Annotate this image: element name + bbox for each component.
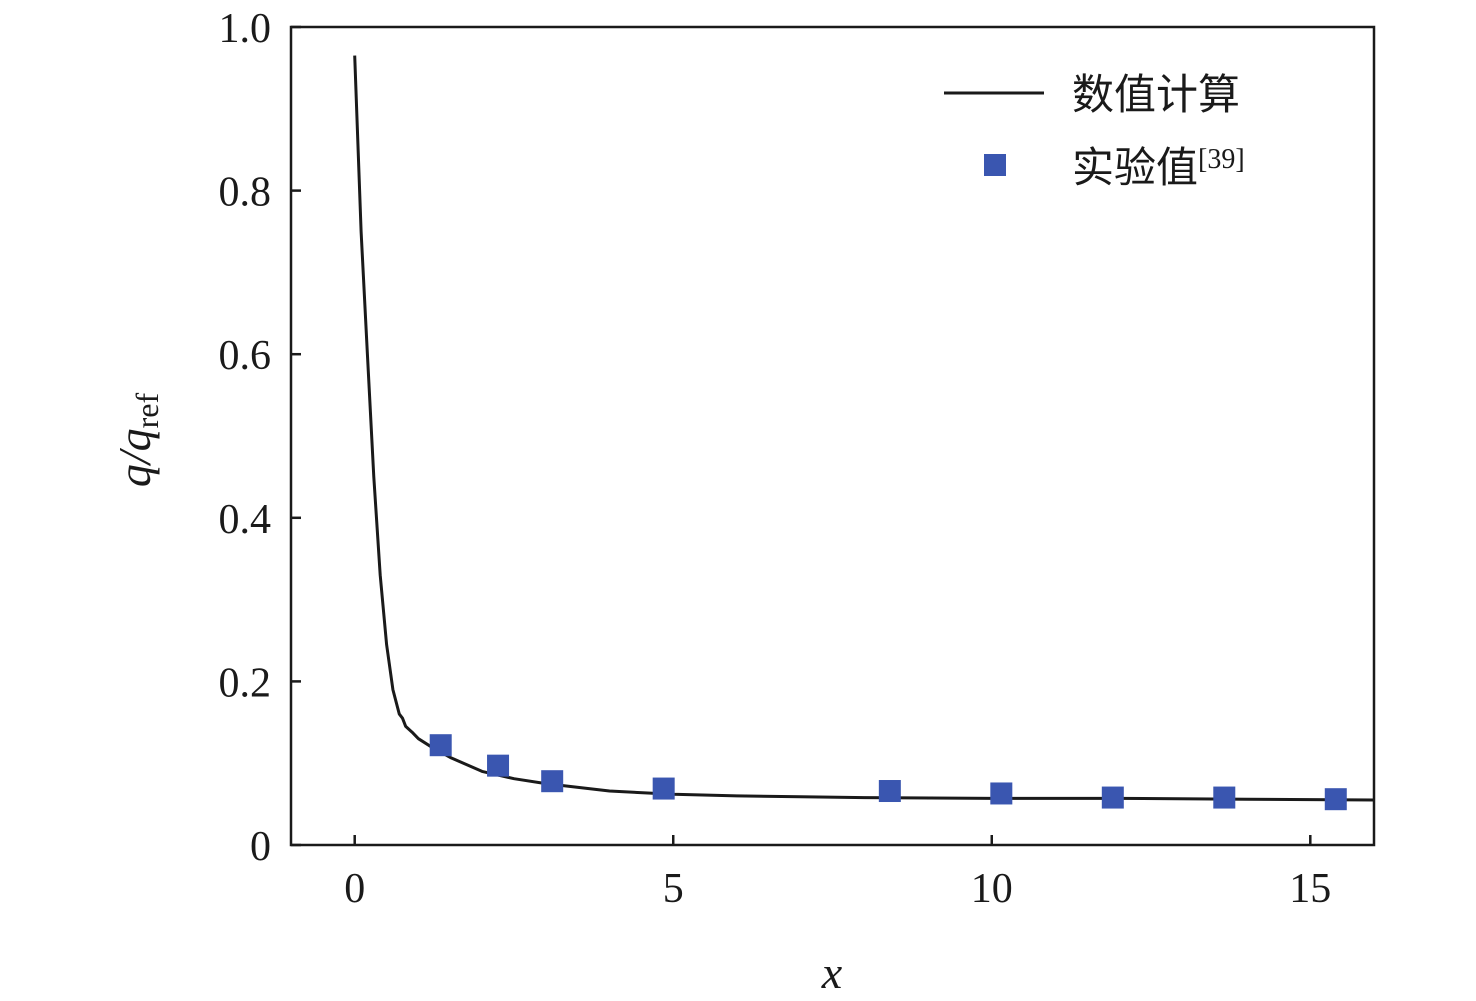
y-axis-label-sub: ref <box>129 393 165 429</box>
legend-label-experimental-text: 实验值 <box>1072 143 1198 192</box>
legend-label-experimental-ref: [39] <box>1198 144 1245 175</box>
data-point-experimental <box>487 754 510 777</box>
plot-area: 0 0.2 0.4 0.6 0.8 1.0 0 5 10 15 <box>219 6 1376 912</box>
data-point-experimental <box>990 782 1013 805</box>
legend-label-experimental: 实验值[39] <box>1072 143 1245 192</box>
legend-square-swatch <box>984 154 1006 176</box>
data-point-experimental <box>541 770 564 793</box>
data-point-experimental <box>652 777 675 800</box>
y-tick-label: 1.0 <box>219 6 272 52</box>
plot-frame <box>289 25 1376 847</box>
data-point-experimental <box>429 734 452 757</box>
y-tick-label: 0.4 <box>219 497 272 543</box>
legend-label-numerical: 数值计算 <box>1072 70 1240 119</box>
y-axis-label: q/qref <box>109 393 165 488</box>
x-tick-label: 10 <box>971 866 1013 912</box>
y-axis-label-main: q/q <box>109 428 160 487</box>
x-tick-label: 15 <box>1289 866 1331 912</box>
y-tick-label: 0.8 <box>219 170 272 216</box>
x-tick-label: 0 <box>344 866 365 912</box>
y-tick-label: 0.6 <box>219 333 272 379</box>
y-tick-label: 0.2 <box>219 660 272 706</box>
data-point-experimental <box>878 780 901 803</box>
data-point-experimental <box>1324 788 1347 811</box>
x-axis-label: x <box>821 947 843 998</box>
x-tick-label: 5 <box>663 866 684 912</box>
data-point-experimental <box>1101 786 1124 809</box>
data-point-experimental <box>1213 786 1236 809</box>
y-tick-label: 0 <box>250 824 271 870</box>
legend: 数值计算 实验值[39] <box>944 70 1245 192</box>
